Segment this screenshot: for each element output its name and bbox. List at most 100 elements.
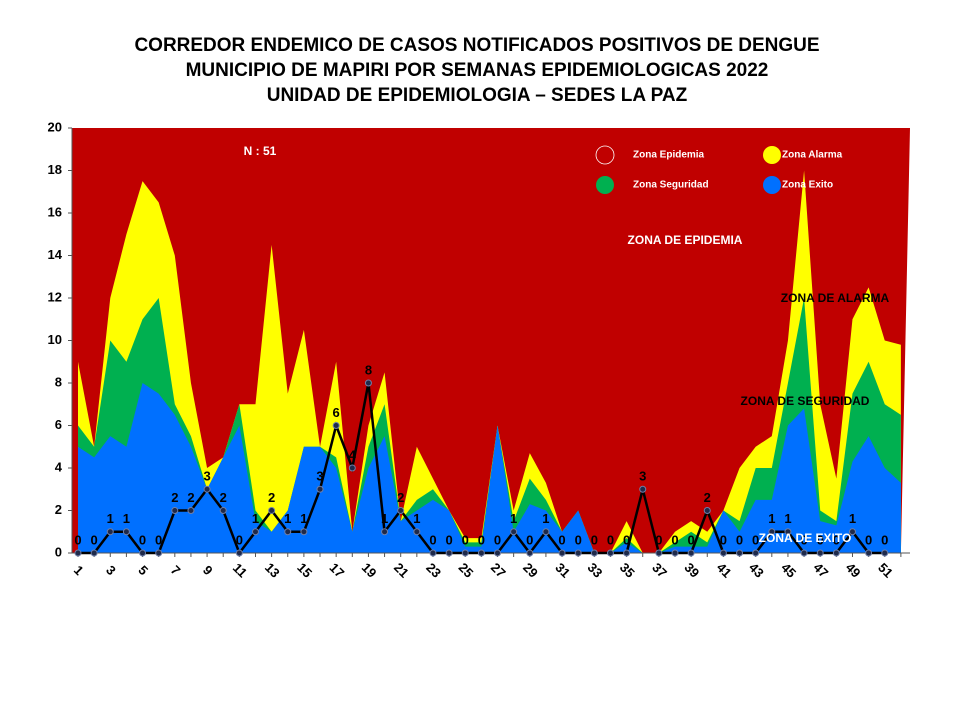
chart-title: CORREDOR ENDEMICO DE CASOS NOTIFICADOS P…	[134, 35, 819, 56]
annotation: ZONA DE ALARMA	[781, 291, 890, 305]
data-label: 0	[752, 532, 759, 547]
case-point	[348, 464, 356, 472]
case-point	[623, 549, 631, 557]
case-point	[139, 549, 147, 557]
y-tick-label: 4	[55, 459, 63, 474]
case-point	[671, 549, 679, 557]
case-point	[171, 507, 179, 514]
x-tick-label: 45	[778, 560, 799, 581]
data-label: 1	[768, 511, 775, 526]
data-label: 8	[365, 362, 372, 377]
data-label: 2	[397, 490, 404, 505]
data-label: 0	[558, 532, 565, 547]
case-point	[736, 549, 744, 557]
case-point	[816, 549, 824, 557]
data-label: 1	[123, 511, 130, 526]
data-label: 1	[381, 511, 388, 526]
case-point	[655, 549, 663, 557]
case-point	[526, 549, 534, 557]
data-label: 0	[236, 532, 243, 547]
x-tick-label: 17	[326, 560, 347, 581]
case-point	[477, 549, 485, 557]
zone-area	[78, 170, 901, 553]
title-block: CORREDOR ENDEMICO DE CASOS NOTIFICADOS P…	[134, 35, 819, 106]
legend-label: Zona Epidemia	[633, 150, 705, 161]
case-point	[74, 549, 82, 557]
case-point	[719, 549, 727, 557]
case-point	[106, 528, 114, 536]
case-point	[268, 507, 276, 514]
zone-area	[78, 383, 901, 553]
data-label: 2	[268, 490, 275, 505]
case-point	[445, 549, 453, 557]
case-point	[590, 549, 598, 557]
annotation: ZONA DE EXITO	[759, 531, 852, 545]
legend-marker	[596, 176, 614, 194]
case-point	[187, 507, 195, 514]
data-label: 0	[688, 532, 695, 547]
x-tick-label: 23	[423, 560, 444, 581]
data-label: 0	[155, 532, 162, 547]
case-point	[203, 485, 211, 493]
x-tick-label: 5	[135, 562, 151, 578]
data-label: 0	[720, 532, 727, 547]
x-tick-label: 35	[617, 560, 638, 581]
y-tick-label: 10	[48, 332, 62, 347]
y-tick-label: 2	[55, 502, 62, 517]
data-label: 0	[429, 532, 436, 547]
data-label: 0	[881, 532, 888, 547]
case-point	[558, 549, 566, 557]
y-tick-label: 16	[48, 204, 62, 219]
case-point	[251, 528, 259, 536]
data-label: 0	[655, 532, 662, 547]
case-point	[639, 485, 647, 493]
y-tick-label: 12	[48, 289, 62, 304]
data-label: 2	[704, 490, 711, 505]
data-label: 1	[510, 511, 517, 526]
y-tick-label: 18	[48, 162, 62, 177]
x-tick-label: 15	[294, 560, 315, 581]
data-label: 0	[800, 532, 807, 547]
data-label: 0	[526, 532, 533, 547]
data-label: 0	[607, 532, 614, 547]
case-point	[752, 549, 760, 557]
data-label: 0	[445, 532, 452, 547]
chart-title: MUNICIPIO DE MAPIRI POR SEMANAS EPIDEMIO…	[186, 60, 769, 81]
data-label: 0	[865, 532, 872, 547]
x-tick-label: 27	[488, 560, 509, 581]
data-label: 1	[784, 511, 791, 526]
x-tick-label: 29	[520, 560, 541, 581]
data-label: 2	[220, 490, 227, 505]
case-point	[542, 528, 550, 536]
data-label: 3	[639, 469, 646, 484]
data-label: 0	[591, 532, 598, 547]
y-tick-label: 6	[55, 417, 62, 432]
x-tick-label: 37	[649, 560, 670, 581]
data-label: 0	[91, 532, 98, 547]
y-tick-label: 8	[55, 374, 62, 389]
x-tick-label: 11	[230, 560, 250, 580]
data-label: 0	[139, 532, 146, 547]
data-label: 1	[107, 511, 114, 526]
case-point	[381, 528, 389, 536]
x-tick-label: 43	[746, 560, 767, 581]
data-label: 3	[203, 469, 210, 484]
case-point	[364, 379, 372, 387]
x-tick-label: 21	[391, 560, 412, 581]
data-label: 1	[542, 511, 549, 526]
case-point	[397, 507, 405, 514]
chart-title: UNIDAD DE EPIDEMIOLOGIA – SEDES LA PAZ	[267, 85, 688, 106]
data-label: 0	[494, 532, 501, 547]
case-point	[494, 549, 502, 557]
case-point	[510, 528, 518, 536]
x-tick-label: 39	[681, 560, 702, 581]
x-tick-label: 19	[359, 560, 380, 581]
data-label: 0	[478, 532, 485, 547]
data-label: 2	[171, 490, 178, 505]
case-point	[832, 549, 840, 557]
case-point	[219, 507, 227, 514]
x-tick-label: 33	[585, 560, 606, 581]
data-label: 2	[187, 490, 194, 505]
case-point	[574, 549, 582, 557]
